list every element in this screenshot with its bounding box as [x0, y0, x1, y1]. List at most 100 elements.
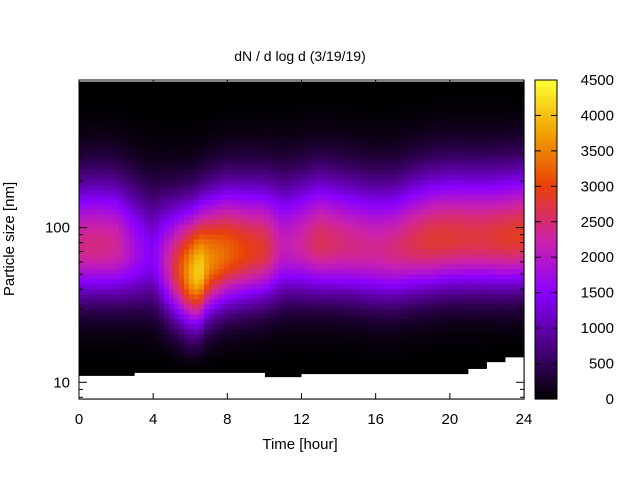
heatmap-cell — [414, 109, 420, 116]
heatmap-cell — [279, 219, 285, 226]
heatmap-cell — [414, 254, 420, 261]
heatmap-cell — [414, 269, 420, 275]
heatmap-cell — [194, 364, 200, 370]
heatmap-cell — [304, 214, 310, 221]
heatmap-cell — [94, 314, 100, 320]
heatmap-cell — [439, 104, 445, 111]
heatmap-cell — [424, 99, 430, 106]
heatmap-cell — [84, 259, 90, 266]
heatmap-cell — [109, 164, 115, 171]
heatmap-cell — [354, 109, 360, 116]
heatmap-cell — [284, 254, 290, 261]
heatmap-cell — [434, 364, 440, 370]
heatmap-cell — [114, 94, 120, 101]
heatmap-cell — [454, 154, 460, 161]
heatmap-cell — [409, 179, 415, 186]
heatmap-cell — [429, 114, 435, 121]
heatmap-cell — [264, 179, 270, 186]
heatmap-cell — [89, 134, 95, 141]
heatmap-cell — [364, 169, 370, 176]
heatmap-cell — [329, 174, 335, 181]
heatmap-cell — [279, 199, 285, 206]
heatmap-cell — [464, 184, 470, 191]
heatmap-cell — [269, 179, 275, 186]
heatmap-cell — [399, 89, 405, 96]
heatmap-cell — [169, 194, 175, 201]
heatmap-cell — [244, 284, 250, 290]
heatmap-cell — [129, 204, 135, 211]
heatmap-cell — [339, 269, 345, 275]
heatmap-cell — [434, 319, 440, 325]
heatmap-cell — [304, 164, 310, 171]
heatmap-cell — [264, 314, 270, 320]
heatmap-cell — [144, 159, 150, 166]
heatmap-cell — [94, 289, 100, 295]
heatmap-cell — [99, 129, 105, 136]
heatmap-cell — [224, 284, 230, 290]
heatmap-cell — [169, 369, 175, 375]
heatmap-cell — [439, 344, 445, 350]
heatmap-cell — [314, 309, 320, 315]
heatmap-cell — [389, 139, 395, 146]
heatmap-cell — [264, 204, 270, 211]
heatmap-cell — [114, 324, 120, 330]
heatmap-cell — [249, 299, 255, 305]
heatmap-cell — [254, 309, 260, 315]
heatmap-cell — [109, 114, 115, 121]
heatmap-cell — [284, 149, 290, 156]
heatmap-cell — [94, 244, 100, 251]
heatmap-cell — [339, 129, 345, 136]
heatmap-cell — [99, 334, 105, 340]
heatmap-cell — [124, 134, 130, 141]
heatmap-cell — [279, 364, 285, 370]
heatmap-cell — [459, 299, 465, 305]
heatmap-cell — [324, 254, 330, 261]
heatmap-cell — [384, 344, 390, 350]
heatmap-cell — [234, 119, 240, 126]
heatmap-cell — [424, 214, 430, 221]
heatmap-cell — [299, 199, 305, 206]
heatmap-cell — [464, 264, 470, 270]
heatmap-cell — [199, 294, 205, 300]
heatmap-cell — [94, 174, 100, 181]
heatmap-cell — [304, 104, 310, 111]
heatmap-cell — [284, 229, 290, 236]
heatmap-cell — [419, 274, 425, 280]
heatmap-cell — [434, 209, 440, 216]
heatmap-cell — [234, 319, 240, 325]
heatmap-cell — [154, 159, 160, 166]
heatmap-cell — [399, 354, 405, 360]
heatmap-cell — [209, 109, 215, 116]
heatmap-cell — [244, 339, 250, 345]
heatmap-cell — [94, 129, 100, 136]
heatmap-cell — [449, 329, 455, 335]
heatmap-cell — [194, 189, 200, 196]
heatmap-cell — [279, 80, 285, 86]
heatmap-cell — [429, 144, 435, 151]
heatmap-cell — [434, 134, 440, 141]
heatmap-cell — [124, 234, 130, 241]
heatmap-cell — [409, 284, 415, 290]
heatmap-cell — [254, 324, 260, 330]
heatmap-cell — [154, 299, 160, 305]
heatmap-cell — [289, 149, 295, 156]
heatmap-cell — [254, 189, 260, 196]
heatmap-cell — [369, 194, 375, 201]
heatmap-cell — [414, 149, 420, 156]
heatmap-cell — [364, 349, 370, 355]
heatmap-cell — [234, 159, 240, 166]
heatmap-cell — [449, 234, 455, 241]
heatmap-cell — [449, 154, 455, 161]
heatmap-cell — [349, 224, 355, 231]
heatmap-cell — [459, 319, 465, 325]
heatmap-cell — [174, 294, 180, 300]
heatmap-cell — [249, 204, 255, 211]
heatmap-cell — [329, 249, 335, 256]
heatmap-cell — [264, 99, 270, 106]
heatmap-cell — [354, 209, 360, 216]
heatmap-cell — [224, 129, 230, 136]
heatmap-cell — [364, 179, 370, 186]
heatmap-cell — [189, 104, 195, 111]
heatmap-cell — [139, 279, 145, 285]
heatmap-cell — [264, 254, 270, 261]
